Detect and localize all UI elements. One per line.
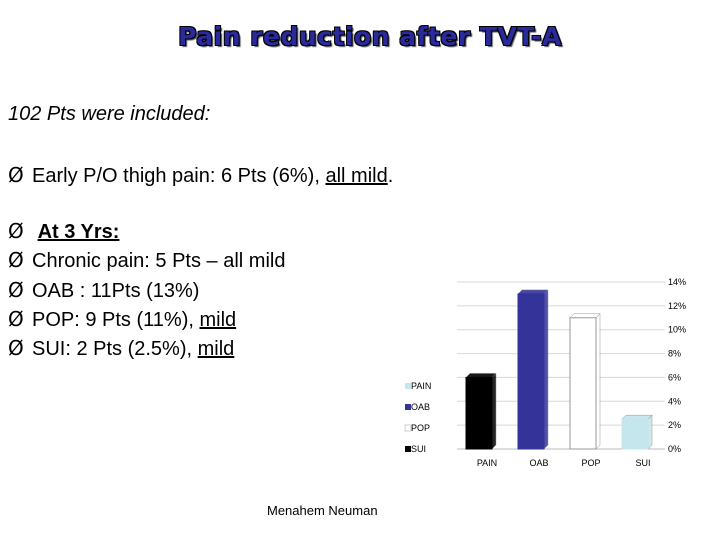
bar-pain: [465, 376, 493, 450]
bullet-early-tail: .: [387, 165, 394, 187]
y-tick-label: 12%: [668, 301, 686, 311]
bullet-3yrs: Ø At 3 Yrs:: [8, 219, 119, 244]
legend-label: OAB: [411, 402, 430, 412]
legend-label: POP: [411, 423, 430, 433]
bar-side: [595, 313, 601, 450]
chart-bars: [465, 289, 653, 450]
legend-label: PAIN: [411, 381, 431, 391]
y-tick-label: 6%: [668, 372, 681, 382]
bullet-oab-text: OAB : 11Pts (13%): [32, 280, 200, 302]
arrow-bullet-icon: Ø: [8, 163, 24, 187]
arrow-bullet-icon: Ø: [8, 219, 24, 243]
bullet-3yrs-text: At 3 Yrs:: [37, 221, 120, 243]
bar-pop: [569, 317, 597, 450]
y-tick-label: 2%: [668, 420, 681, 430]
y-tick-label: 14%: [668, 277, 686, 287]
bullet-pop: Ø POP: 9 Pts (11%), mild: [8, 307, 236, 332]
slide-title: Pain reduction after TVT-A: [178, 22, 562, 51]
bar-side: [647, 414, 653, 450]
bullet-early-pain: Ø Early P/O thigh pain: 6 Pts (6%), all m…: [8, 163, 393, 188]
x-category-label: PAIN: [477, 458, 497, 468]
bar-top: [621, 414, 653, 420]
y-tick-label: 0%: [668, 444, 681, 454]
arrow-bullet-icon: Ø: [8, 336, 24, 360]
x-category-label: OAB: [529, 458, 548, 468]
x-category-label: POP: [581, 458, 600, 468]
legend-swatch: [405, 404, 411, 410]
bullet-early-text: Early P/O thigh pain: 6 Pts (6%),: [32, 165, 326, 187]
bullet-pop-text: POP: 9 Pts (11%),: [32, 309, 200, 331]
bullet-chronic: Ø Chronic pain: 5 Pts – all mild: [8, 248, 285, 273]
bar-side: [543, 289, 549, 450]
x-category-label: SUI: [635, 458, 650, 468]
arrow-bullet-icon: Ø: [8, 278, 24, 302]
y-tick-label: 10%: [668, 325, 686, 335]
bar-side: [491, 372, 497, 450]
bar-top: [465, 373, 497, 378]
legend-swatch: [404, 424, 412, 432]
legend-swatch: [405, 446, 411, 452]
intro-text: 102 Pts were included:: [8, 103, 211, 125]
bar-sui: [621, 418, 649, 450]
legend-swatch: [405, 383, 411, 389]
footer-author: Menahem Neuman: [267, 503, 378, 518]
arrow-bullet-icon: Ø: [8, 307, 24, 331]
bar-oab: [517, 293, 545, 450]
bar-top: [569, 313, 601, 319]
chart-y-ticks: 0% 2% 4% 6% 8% 10% 12% 14%: [668, 277, 686, 454]
bullet-chronic-text: Chronic pain: 5 Pts – all mild: [32, 250, 286, 272]
bullet-pop-emphasis: mild: [199, 309, 237, 331]
bullet-sui-emphasis: mild: [197, 338, 235, 360]
legend-label: SUI: [411, 444, 426, 454]
y-tick-label: 4%: [668, 396, 681, 406]
y-tick-label: 8%: [668, 349, 681, 359]
bullet-sui: Ø SUI: 2 Pts (2.5%), mild: [8, 336, 234, 361]
bullet-sui-text: SUI: 2 Pts (2.5%),: [32, 338, 198, 360]
bullet-oab: Ø OAB : 11Pts (13%): [8, 278, 199, 303]
bar-top: [517, 289, 549, 295]
arrow-bullet-icon: Ø: [8, 248, 24, 272]
bullet-early-emphasis: all mild: [325, 165, 388, 187]
chart-legend: PAIN OAB POP SUI: [404, 381, 431, 454]
chart-x-categories: PAIN OAB POP SUI: [477, 458, 651, 468]
